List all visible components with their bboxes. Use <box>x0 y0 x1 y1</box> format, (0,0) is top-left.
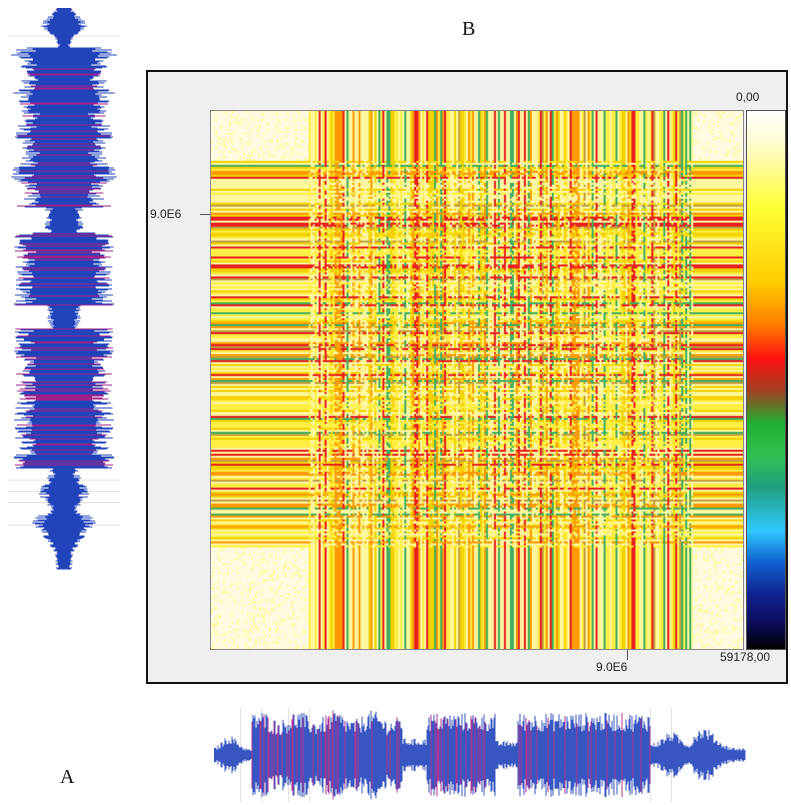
waveform-peaks <box>14 68 114 466</box>
colorbar-max-label: 0,00 <box>736 90 760 104</box>
waveform-trace <box>11 8 117 570</box>
waveform-trace <box>214 710 746 800</box>
vertical-waveform <box>8 8 120 570</box>
recurrence-plot <box>210 110 744 650</box>
panel-label-b: B <box>462 18 476 40</box>
horizontal-waveform <box>214 708 746 802</box>
colorbar <box>746 110 786 650</box>
waveform-peaks <box>251 710 651 800</box>
y-tick-label: 9.0E6 <box>150 207 182 221</box>
x-tick-mark <box>627 650 628 660</box>
colorbar-min-label: 59178,00 <box>720 650 771 664</box>
panel-label-a: A <box>60 766 75 788</box>
x-tick-label: 9.0E6 <box>596 660 628 674</box>
y-tick-mark <box>200 214 210 215</box>
